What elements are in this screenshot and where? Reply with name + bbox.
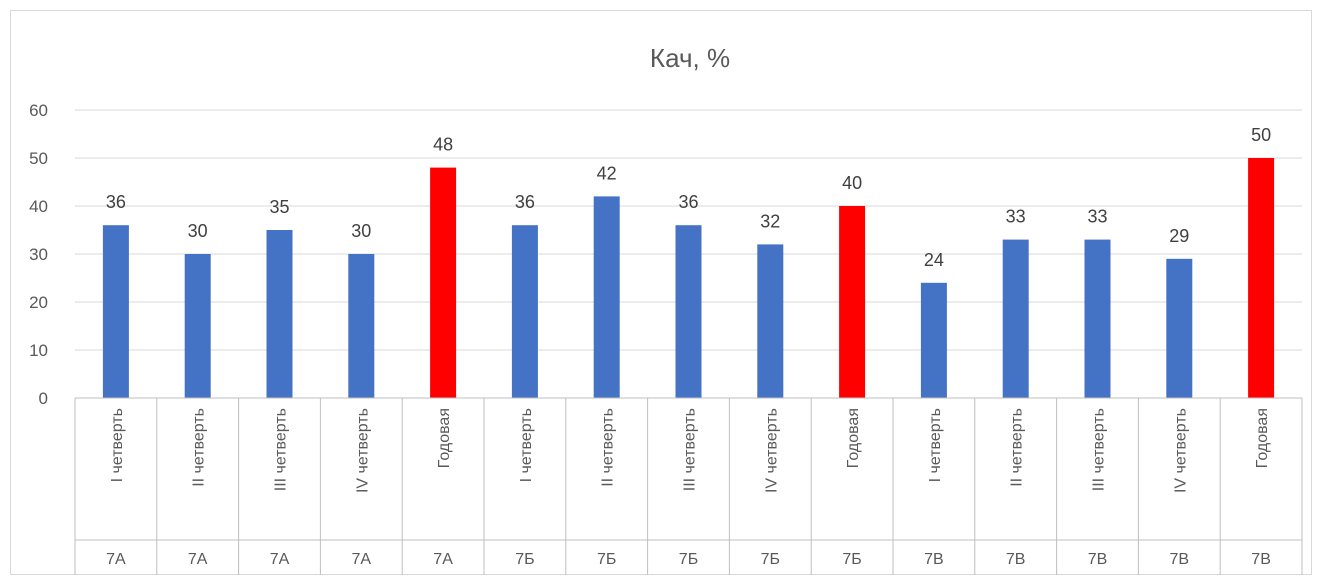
y-axis-ticks: 0 10 20 30 40 50 60 [29,101,48,408]
data-label: 42 [597,163,617,183]
x-group-label: 7Б [515,551,534,568]
y-tick-label: 40 [29,197,48,216]
data-label: 40 [842,173,862,193]
data-label: 24 [924,250,944,270]
bar [511,225,538,398]
bar [839,206,866,398]
bar [266,230,293,398]
y-tick-label: 60 [29,101,48,120]
x-axis: I четверть II четверть III четверть IV четв… [74,397,1303,575]
bars [102,158,1275,398]
data-label: 30 [351,221,371,241]
data-label: 36 [106,192,126,212]
bar [1166,258,1193,398]
x-category-label: III четверть [1091,408,1108,491]
data-label: 32 [760,211,780,231]
x-category-label: III четверть [273,408,290,491]
data-label: 29 [1169,226,1189,246]
x-group-label: 7А [270,551,290,568]
data-label: 36 [678,192,698,212]
x-group-label: 7Б [597,551,616,568]
data-label: 33 [1087,207,1107,227]
bar [675,225,702,398]
x-group-label: 7Б [842,551,861,568]
x-category-label: IV четверть [354,408,371,493]
data-label: 35 [269,197,289,217]
x-group-label: 7Б [679,551,698,568]
y-tick-label: 50 [29,149,48,168]
bar [184,254,211,398]
x-category-label: III четверть [682,408,699,491]
x-category-label: Годовая [1254,408,1271,468]
x-group-label: 7А [433,551,453,568]
bar [1084,239,1111,398]
bar [593,196,620,398]
data-label: 48 [433,135,453,155]
x-category-label: II четверть [1009,408,1026,487]
y-tick-label: 20 [29,293,48,312]
x-group-label: 7В [1170,551,1190,568]
data-label: 33 [1006,207,1026,227]
chart-title: Кач, % [650,43,730,73]
bar [1002,239,1029,398]
y-tick-label: 30 [29,245,48,264]
bar [348,254,375,398]
x-category-label: II четверть [191,408,208,487]
x-category-label: I четверть [518,408,535,482]
bar [430,167,457,398]
data-label: 36 [515,192,535,212]
x-group-label: 7А [352,551,372,568]
x-group-label: 7Б [761,551,780,568]
x-category-label: II четверть [600,408,617,487]
bar [920,282,947,398]
x-group-label: 7В [1088,551,1108,568]
x-category-label: IV четверть [1172,408,1189,493]
x-category-label: I четверть [927,408,944,482]
data-label: 50 [1251,125,1271,145]
x-category-label: Годовая [436,408,453,468]
bar [757,244,784,398]
x-group-label: 7В [924,551,944,568]
x-group-label: 7А [106,551,126,568]
x-category-label: Годовая [845,408,862,468]
bar [102,225,129,398]
y-tick-label: 0 [39,389,48,408]
x-group-label: 7В [1006,551,1026,568]
bar [1248,158,1275,398]
y-tick-label: 10 [29,341,48,360]
x-group-label: 7В [1251,551,1271,568]
x-group-label: 7А [188,551,208,568]
data-label: 30 [188,221,208,241]
data-labels: 36 30 35 30 48 36 42 36 32 40 24 33 33 29 50 [106,125,1271,270]
x-category-label: IV четверть [763,408,780,493]
x-category-label: I четверть [109,408,126,482]
